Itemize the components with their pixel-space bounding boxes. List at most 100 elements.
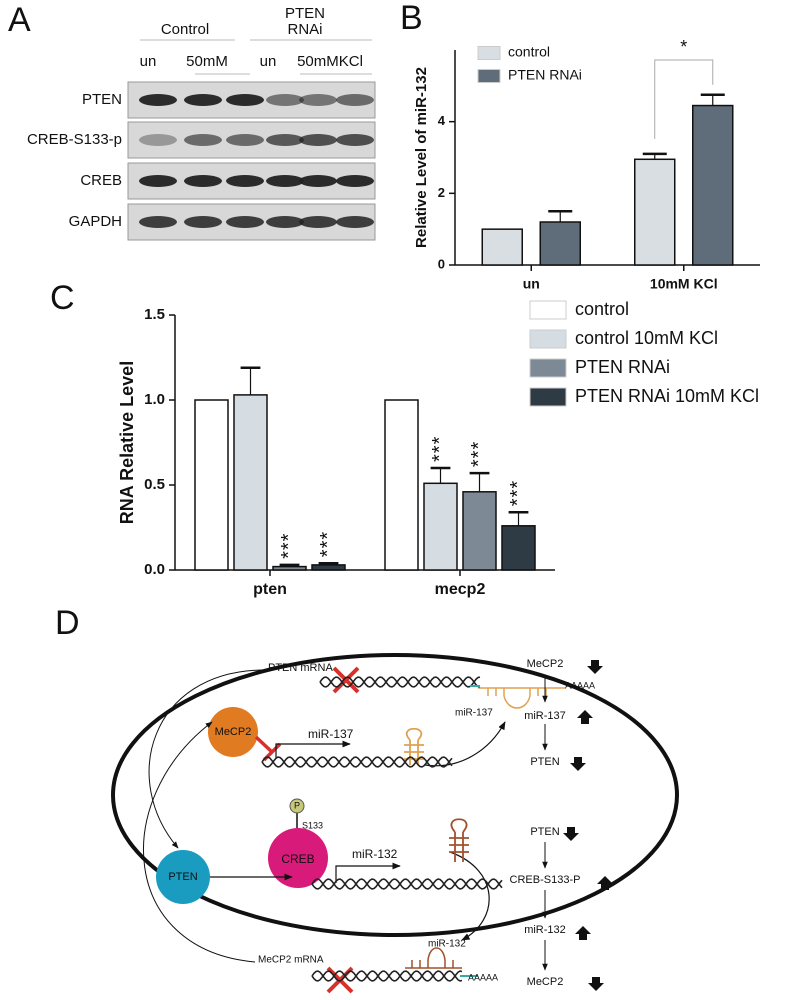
x-tick-label: un [523, 276, 540, 292]
diagram-label: P [294, 800, 300, 810]
dna-strand [319, 676, 481, 688]
significance-bracket [654, 59, 714, 139]
bar [233, 394, 268, 571]
dna-strand [311, 970, 463, 982]
blot-band [266, 94, 304, 106]
arrow [148, 669, 263, 849]
flow-label: MeCP2 [527, 658, 564, 670]
x-tick-label: pten [253, 581, 287, 598]
y-tick-label: 0.0 [144, 561, 165, 578]
blot-band [336, 216, 374, 228]
y-axis-label: RNA Relative Level [117, 361, 137, 524]
bar [384, 399, 419, 571]
blocked [332, 666, 360, 694]
panel-label: B [400, 0, 423, 37]
bar [272, 565, 307, 571]
bar [634, 158, 676, 266]
dna-strand [261, 756, 453, 768]
y-tick-label: 2 [438, 185, 445, 200]
significance-label: * [680, 37, 687, 57]
diagram-label: MeCP2 mRNA [258, 955, 324, 966]
blot-band [299, 134, 337, 146]
arrow [143, 721, 256, 963]
bar [311, 564, 346, 571]
blot-band [336, 94, 374, 106]
blot-band [266, 216, 304, 228]
legend-label: control 10mM KCl [575, 328, 718, 348]
row-label: CREB-S133-p [27, 131, 122, 148]
flow-label: MeCP2 [527, 976, 564, 988]
legend-label: control [508, 44, 550, 60]
diagram-label: MeCP2 [215, 726, 252, 738]
dna-strand [311, 878, 503, 890]
diagram-label: S133 [302, 820, 323, 830]
blot-band [226, 94, 264, 106]
cell-nucleus [111, 653, 679, 937]
blot-band [139, 134, 177, 146]
blot-band [139, 94, 177, 106]
legend-swatch [529, 300, 567, 320]
promoter-arrow [275, 740, 351, 758]
bar [692, 104, 734, 266]
group-label: Control [161, 21, 209, 38]
y-tick-label: 1.0 [144, 391, 165, 408]
arrow [424, 721, 506, 767]
condition-label: 50mM [186, 53, 228, 70]
mecp2-protein [208, 707, 258, 757]
legend-swatch [529, 329, 567, 349]
blot-band [226, 134, 264, 146]
promoter-arrow [335, 862, 401, 883]
blot-band [299, 94, 337, 106]
significance-label: *** [429, 436, 451, 462]
diagram-label: PTEN [168, 871, 197, 883]
blot-band [336, 134, 374, 146]
significance-label: *** [317, 531, 339, 557]
bar [501, 525, 536, 571]
legend-swatch [477, 69, 501, 83]
diagram-label: miR-132 [428, 939, 466, 950]
blot-band [184, 134, 222, 146]
row-label: PTEN [82, 91, 122, 108]
blot-band [184, 94, 222, 106]
dna-strand [319, 676, 481, 688]
legend-swatch [529, 387, 567, 407]
y-tick-label: 4 [438, 113, 446, 128]
group-label: PTEN [285, 5, 325, 22]
hairpin [404, 727, 424, 765]
blot-band [184, 175, 222, 187]
y-tick-label: 0.5 [144, 476, 165, 493]
legend-swatch [529, 358, 567, 378]
diagram-label: miR-137 [308, 727, 354, 741]
flow-label: miR-132 [524, 924, 566, 936]
mirna-binding [478, 687, 565, 709]
bar [423, 482, 458, 571]
blot-band [226, 175, 264, 187]
blot-band [226, 216, 264, 228]
legend-label: PTEN RNAi [508, 67, 582, 83]
x-tick-label: mecp2 [435, 581, 486, 598]
blot-band [139, 175, 177, 187]
phospho-group [289, 798, 305, 814]
diagram-label: miR-137 [455, 708, 493, 719]
bar [539, 221, 581, 266]
row-label: GAPDH [69, 213, 122, 230]
dna-strand [261, 756, 453, 768]
panel-label: C [50, 279, 75, 317]
bar [481, 228, 523, 266]
panel-label: D [55, 604, 80, 642]
blot-band [266, 134, 304, 146]
mirna-binding [405, 947, 462, 969]
hairpin [449, 818, 469, 862]
row-label: CREB [80, 172, 122, 189]
panel-label: A [8, 1, 31, 39]
diagram-label: AAAAA [565, 680, 595, 690]
legend-label: PTEN RNAi [575, 357, 670, 377]
y-axis-label: Relative Level of miR-132 [413, 67, 430, 248]
diagram-label: CREB [281, 852, 314, 866]
dna-strand [311, 878, 503, 890]
legend-label: PTEN RNAi 10mM KCl [575, 386, 759, 406]
blot-band [139, 216, 177, 228]
significance-label: *** [468, 441, 490, 467]
pathway-diagram: PTEN mRNA AAAAA miR-137 MeCP2 miR-137 PTEN PS1… [111, 653, 679, 994]
